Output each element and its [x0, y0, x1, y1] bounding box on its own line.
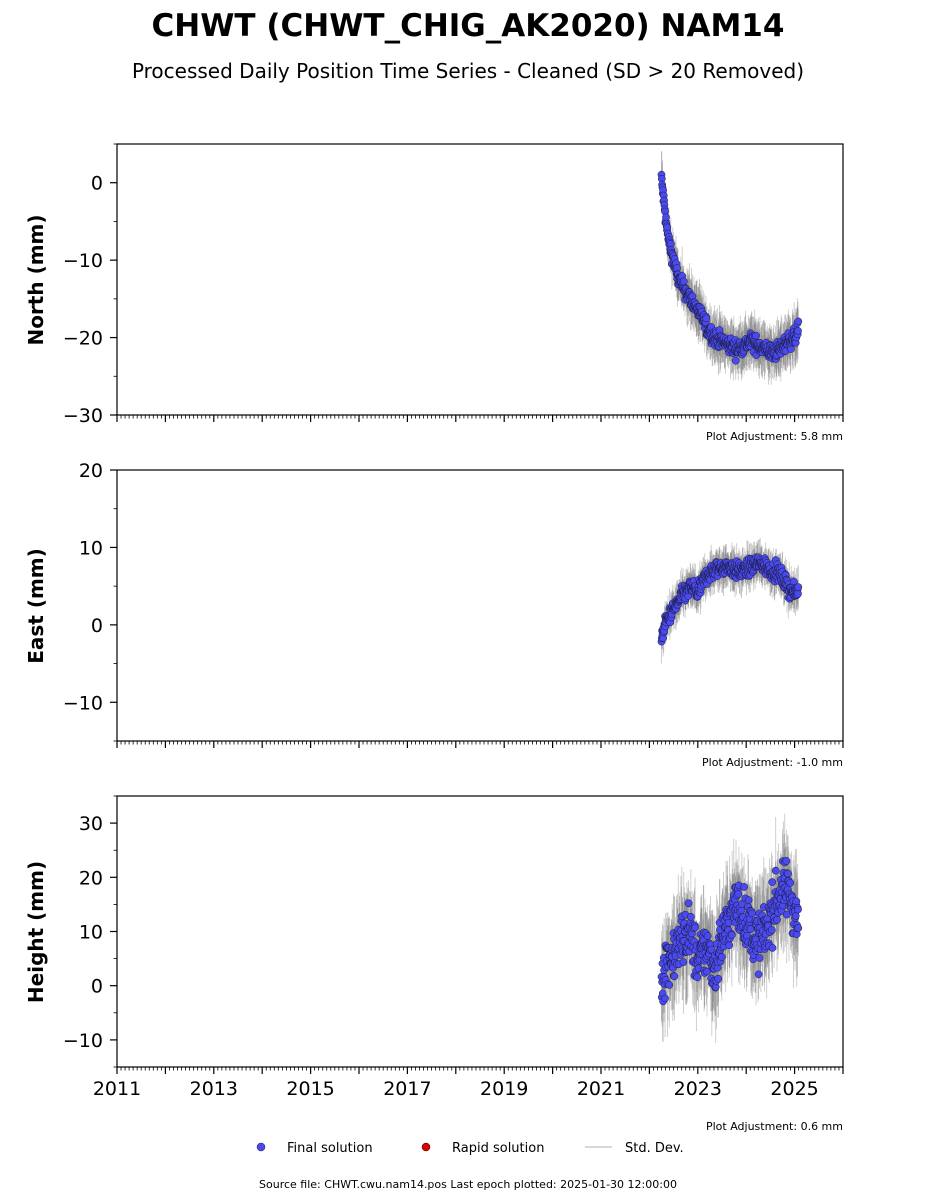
height-data-point — [679, 958, 688, 966]
height-data-point — [703, 932, 712, 940]
height-data-point — [744, 896, 753, 904]
x-tick-label: 2011 — [93, 1078, 141, 1100]
legend-rapid-label: Rapid solution — [452, 1141, 544, 1156]
height-y-tick-label: 20 — [79, 867, 103, 889]
height-data-point — [665, 981, 674, 989]
east-plot-adjustment: Plot Adjustment: -1.0 mm — [702, 756, 843, 769]
height-data-point — [746, 925, 755, 933]
east-axes-frame — [116, 469, 844, 742]
height-data-point — [754, 970, 763, 979]
x-tick-label: 2017 — [383, 1078, 431, 1100]
x-tick-label: 2023 — [674, 1078, 722, 1100]
legend-final-marker — [256, 1142, 266, 1152]
height-x-ticks — [116, 1067, 844, 1074]
source-footer: Source file: CHWT.cwu.nam14.pos Last epo… — [259, 1178, 677, 1191]
height-y-ticks: 30 20 10 0 −10 — [63, 795, 117, 1068]
north-points — [657, 170, 803, 365]
height-data-point — [691, 923, 699, 932]
height-points — [657, 857, 803, 1006]
east-data-point — [794, 589, 802, 598]
north-data-point — [731, 356, 740, 365]
height-data-point — [703, 967, 711, 976]
east-y-tick-label: −10 — [63, 692, 103, 714]
height-data-point — [768, 944, 777, 952]
height-data-point — [684, 899, 693, 908]
height-data-point — [792, 897, 801, 906]
height-data-point — [740, 883, 748, 891]
height-y-tick-label: −10 — [63, 1030, 103, 1052]
chart-title: CHWT (CHWT_CHIG_AK2020) NAM14 — [152, 8, 785, 44]
north-y-ticks: 0 −10 −20 −30 — [63, 143, 117, 427]
height-data-point — [661, 994, 669, 1003]
north-x-ticks — [116, 415, 844, 422]
height-data-point — [670, 972, 679, 981]
height-data-point — [786, 878, 795, 887]
north-y-tick-label: −30 — [63, 405, 103, 427]
legend-rapid-marker — [421, 1142, 431, 1152]
height-data-point — [734, 890, 743, 898]
panel-north: 0 −10 −20 −30 North (mm) Plot Adjustment: 5… — [24, 143, 844, 443]
north-y-tick-label: −10 — [63, 250, 103, 272]
height-data-point — [707, 945, 716, 954]
north-ylabel: North (mm) — [24, 214, 48, 345]
height-data-point — [724, 918, 733, 927]
height-data-point — [784, 869, 792, 878]
east-y-tick-label: 0 — [91, 615, 103, 637]
north-data-point — [679, 277, 688, 286]
height-y-tick-label: 30 — [79, 813, 103, 835]
height-data-point — [687, 912, 695, 921]
height-data-point — [794, 924, 803, 932]
x-tick-labels: 2011 2013 2015 2017 2019 2021 2023 2025 — [93, 1078, 819, 1100]
x-tick-label: 2021 — [577, 1078, 625, 1100]
north-data-point — [752, 331, 760, 340]
height-data-point — [782, 857, 791, 865]
north-axes-frame — [116, 143, 844, 416]
height-data-point — [725, 941, 734, 950]
height-data-point — [714, 974, 723, 983]
legend-final-label: Final solution — [287, 1141, 373, 1156]
height-data-point — [693, 973, 702, 982]
north-plot-adjustment: Plot Adjustment: 5.8 mm — [706, 430, 843, 443]
height-ylabel: Height (mm) — [24, 861, 48, 1003]
height-y-tick-label: 0 — [91, 976, 103, 998]
height-data-point — [755, 954, 764, 962]
height-data-point — [794, 905, 802, 914]
panel-east: 20 10 0 −10 East (mm) Plot Adjustment: -1.0… — [24, 460, 844, 769]
north-data-point — [794, 326, 802, 335]
height-data-point — [717, 953, 726, 961]
east-y-ticks: 20 10 0 −10 — [63, 460, 117, 742]
x-tick-label: 2015 — [286, 1078, 334, 1100]
east-ylabel: East (mm) — [24, 548, 48, 664]
north-data-point — [673, 264, 681, 272]
height-data-point — [768, 878, 777, 886]
height-y-tick-label: 10 — [79, 922, 103, 944]
north-y-tick-label: 0 — [91, 173, 103, 195]
height-data-point — [727, 931, 736, 939]
north-data-point — [662, 213, 670, 222]
x-tick-label: 2025 — [770, 1078, 818, 1100]
east-x-ticks — [116, 741, 844, 748]
north-data-point — [702, 314, 711, 323]
legend: Final solution Rapid solution Std. Dev. — [256, 1141, 684, 1156]
legend-std-label: Std. Dev. — [625, 1141, 684, 1156]
east-y-tick-label: 20 — [79, 460, 103, 482]
height-data-point — [773, 915, 781, 924]
height-data-point — [748, 909, 757, 918]
x-tick-label: 2013 — [190, 1078, 238, 1100]
height-data-point — [768, 926, 776, 934]
north-y-tick-label: −20 — [63, 328, 103, 350]
north-data-point — [794, 317, 803, 326]
east-data-point — [794, 583, 803, 591]
height-plot-adjustment: Plot Adjustment: 0.6 mm — [706, 1120, 843, 1133]
east-points — [657, 553, 803, 646]
east-y-tick-label: 10 — [79, 537, 103, 559]
x-tick-label: 2019 — [480, 1078, 528, 1100]
chart-subtitle: Processed Daily Position Time Series - C… — [132, 59, 804, 83]
height-data-point — [771, 866, 780, 875]
